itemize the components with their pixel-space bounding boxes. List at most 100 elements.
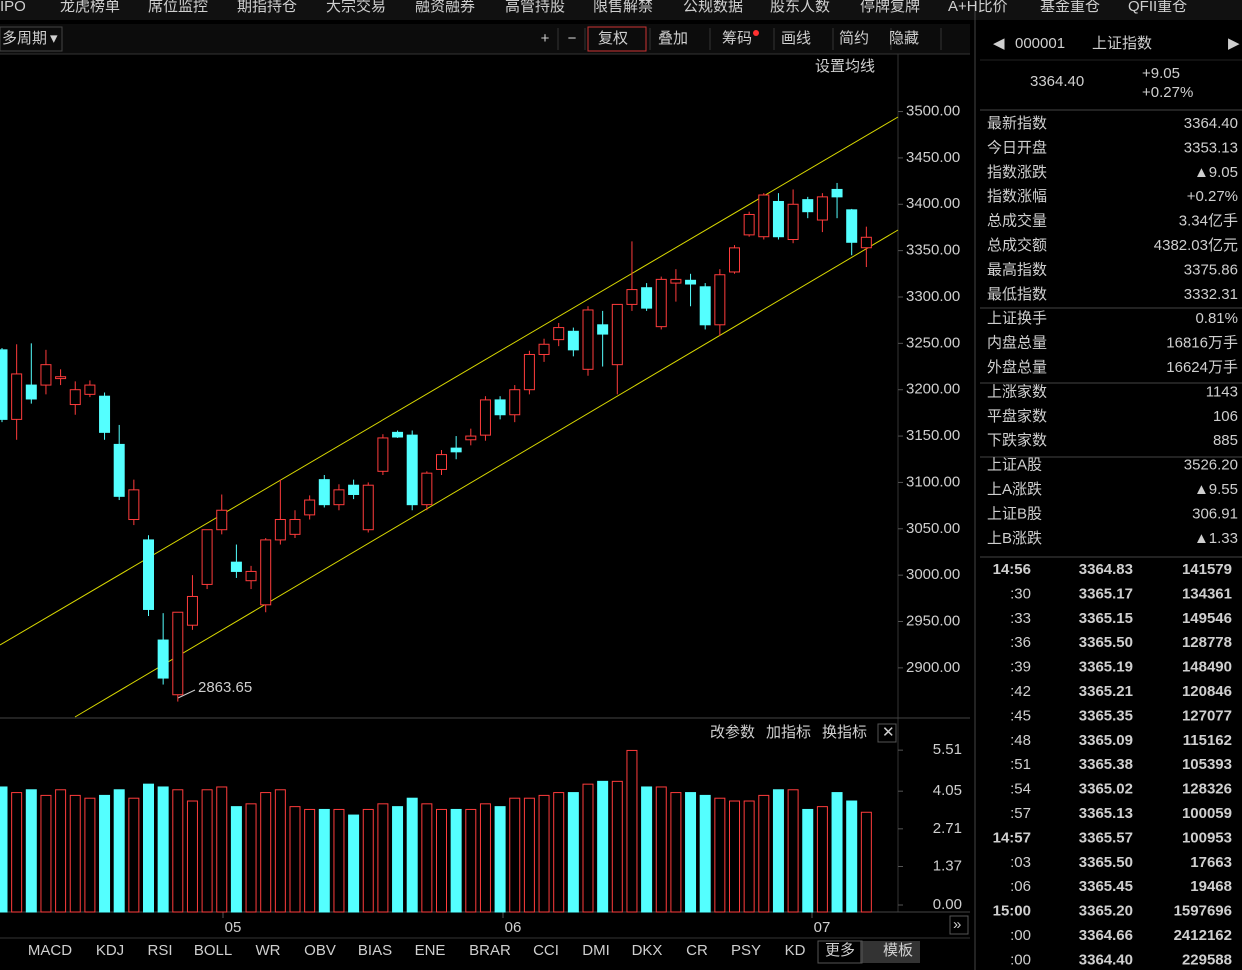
candle-body [758, 194, 770, 238]
menu-item[interactable]: 龙虎榜单 [60, 0, 120, 15]
toolbar-button[interactable]: 筹码 [722, 30, 752, 47]
toolbar-button[interactable]: 画线 [781, 30, 811, 47]
indicator-tab[interactable]: CR [686, 942, 708, 959]
toolbar-button[interactable]: 隐藏 [889, 30, 919, 47]
y-tick-label: 3350.00 [906, 242, 960, 259]
candle-body [157, 639, 169, 679]
indicator-tab[interactable]: OBV [304, 942, 336, 959]
candle-body [55, 376, 67, 380]
volume-bar [436, 808, 447, 913]
volume-bar [772, 789, 784, 913]
indicator-tab[interactable]: CCI [533, 942, 559, 959]
tick-time: :00 [1010, 951, 1031, 968]
menu-item[interactable]: 高管持股 [505, 0, 565, 15]
menu-item[interactable]: QFII重仓 [1128, 0, 1187, 15]
candle-body [172, 611, 184, 696]
indicator-tab[interactable]: BIAS [358, 942, 392, 959]
indicator-menu[interactable]: 加指标 [766, 724, 811, 741]
menu-item[interactable]: 融资融券 [415, 0, 475, 15]
menu-item[interactable]: 停牌复牌 [860, 0, 920, 15]
y-tick-label: 3250.00 [906, 334, 960, 351]
volume-bar [538, 794, 550, 913]
toolbar [0, 24, 970, 54]
period-button[interactable]: 多周期 [2, 30, 47, 47]
channel-line [74, 229, 899, 718]
dropdown-icon: ▾ [50, 30, 58, 47]
menu-item[interactable]: 席位监控 [148, 0, 208, 15]
indicator-tab[interactable]: KDJ [96, 942, 124, 959]
indicator-menu[interactable]: 换指标 [822, 724, 867, 741]
menu-item[interactable]: 限售解禁 [593, 0, 653, 15]
ma-setting[interactable]: 设置均线 [815, 58, 875, 75]
menu-item[interactable]: 股东人数 [770, 0, 830, 15]
toolbar-button[interactable]: 叠加 [658, 30, 688, 47]
indicator-tab[interactable]: 模板 [883, 941, 913, 959]
menu-item[interactable]: A+H比价 [948, 0, 1008, 15]
volume-bar [567, 792, 579, 913]
y-tick-label: 2950.00 [906, 612, 960, 629]
indicator-tab[interactable]: MACD [28, 942, 72, 959]
menu-item[interactable]: 基金重仓 [1040, 0, 1100, 15]
indicator-tab[interactable]: KD [785, 942, 806, 959]
tick-volume: 2412162 [1174, 927, 1232, 944]
next-arrow[interactable]: ▶ [1228, 35, 1240, 52]
close-button[interactable] [877, 723, 897, 743]
tick-volume: 19468 [1190, 878, 1232, 895]
tick-price: 3365.13 [1079, 805, 1133, 822]
stat-value: 0.81% [1195, 310, 1238, 327]
toolbar-button[interactable]: + [541, 30, 550, 47]
volume-bar [318, 808, 330, 913]
candle-body [289, 519, 301, 535]
volume-bar [157, 786, 169, 913]
candle-body [523, 353, 535, 391]
menu-item[interactable]: IPO [0, 0, 26, 15]
prev-arrow[interactable]: ◀ [993, 35, 1005, 52]
candle-body [450, 447, 462, 453]
y-tick-label: 0.00 [933, 896, 962, 913]
candle-body [699, 286, 711, 326]
indicator-tab[interactable]: DMI [582, 942, 610, 959]
indicator-tab[interactable]: PSY [731, 942, 761, 959]
stat-value: 3364.40 [1184, 115, 1238, 132]
candle-body [421, 472, 433, 506]
indicator-tab[interactable]: ENE [415, 942, 446, 959]
tick-price: 3365.50 [1079, 634, 1133, 651]
candle-body [729, 247, 740, 273]
stat-label: 上证A股 [987, 457, 1042, 474]
toolbar-button[interactable]: 简约 [839, 30, 869, 47]
candle-body [494, 399, 506, 416]
indicator-tab[interactable]: WR [256, 942, 281, 959]
volume-bar [84, 797, 96, 913]
tick-volume: 17663 [1190, 854, 1232, 871]
volume-bar [406, 797, 418, 913]
volume-bar [348, 814, 360, 913]
x-label: 07 [814, 919, 831, 936]
stat-label: 上证B股 [987, 505, 1042, 522]
candle-body [538, 343, 550, 355]
menu-item[interactable]: 公规数据 [683, 0, 743, 15]
menu-bar [0, 0, 1242, 20]
tick-time: :57 [1010, 805, 1031, 822]
menu-item[interactable]: 大宗交易 [326, 0, 386, 15]
indicator-menu[interactable]: 改参数 [710, 724, 755, 741]
indicator-tab[interactable]: DKX [632, 942, 663, 959]
toolbar-button[interactable]: 复权 [598, 29, 628, 47]
volume-bar [816, 806, 828, 913]
volume-bar [450, 808, 462, 913]
volume-bar [831, 792, 843, 913]
indicator-tab[interactable]: RSI [147, 942, 172, 959]
scroll-button[interactable] [949, 915, 969, 935]
toolbar-button[interactable]: − [568, 30, 577, 47]
candle-body [611, 303, 623, 366]
tick-time: :06 [1010, 878, 1031, 895]
candle-body [230, 561, 242, 572]
indicator-tab[interactable]: 更多 [825, 942, 855, 959]
candle-body [655, 278, 667, 328]
tick-volume: 115162 [1183, 732, 1232, 749]
indicator-tab[interactable]: BRAR [469, 942, 511, 959]
stat-label: 外盘总量 [987, 358, 1047, 376]
volume-bar [787, 789, 799, 913]
candle-body [685, 279, 697, 285]
menu-item[interactable]: 期指持仓 [237, 0, 297, 15]
indicator-tab[interactable]: BOLL [194, 942, 232, 959]
